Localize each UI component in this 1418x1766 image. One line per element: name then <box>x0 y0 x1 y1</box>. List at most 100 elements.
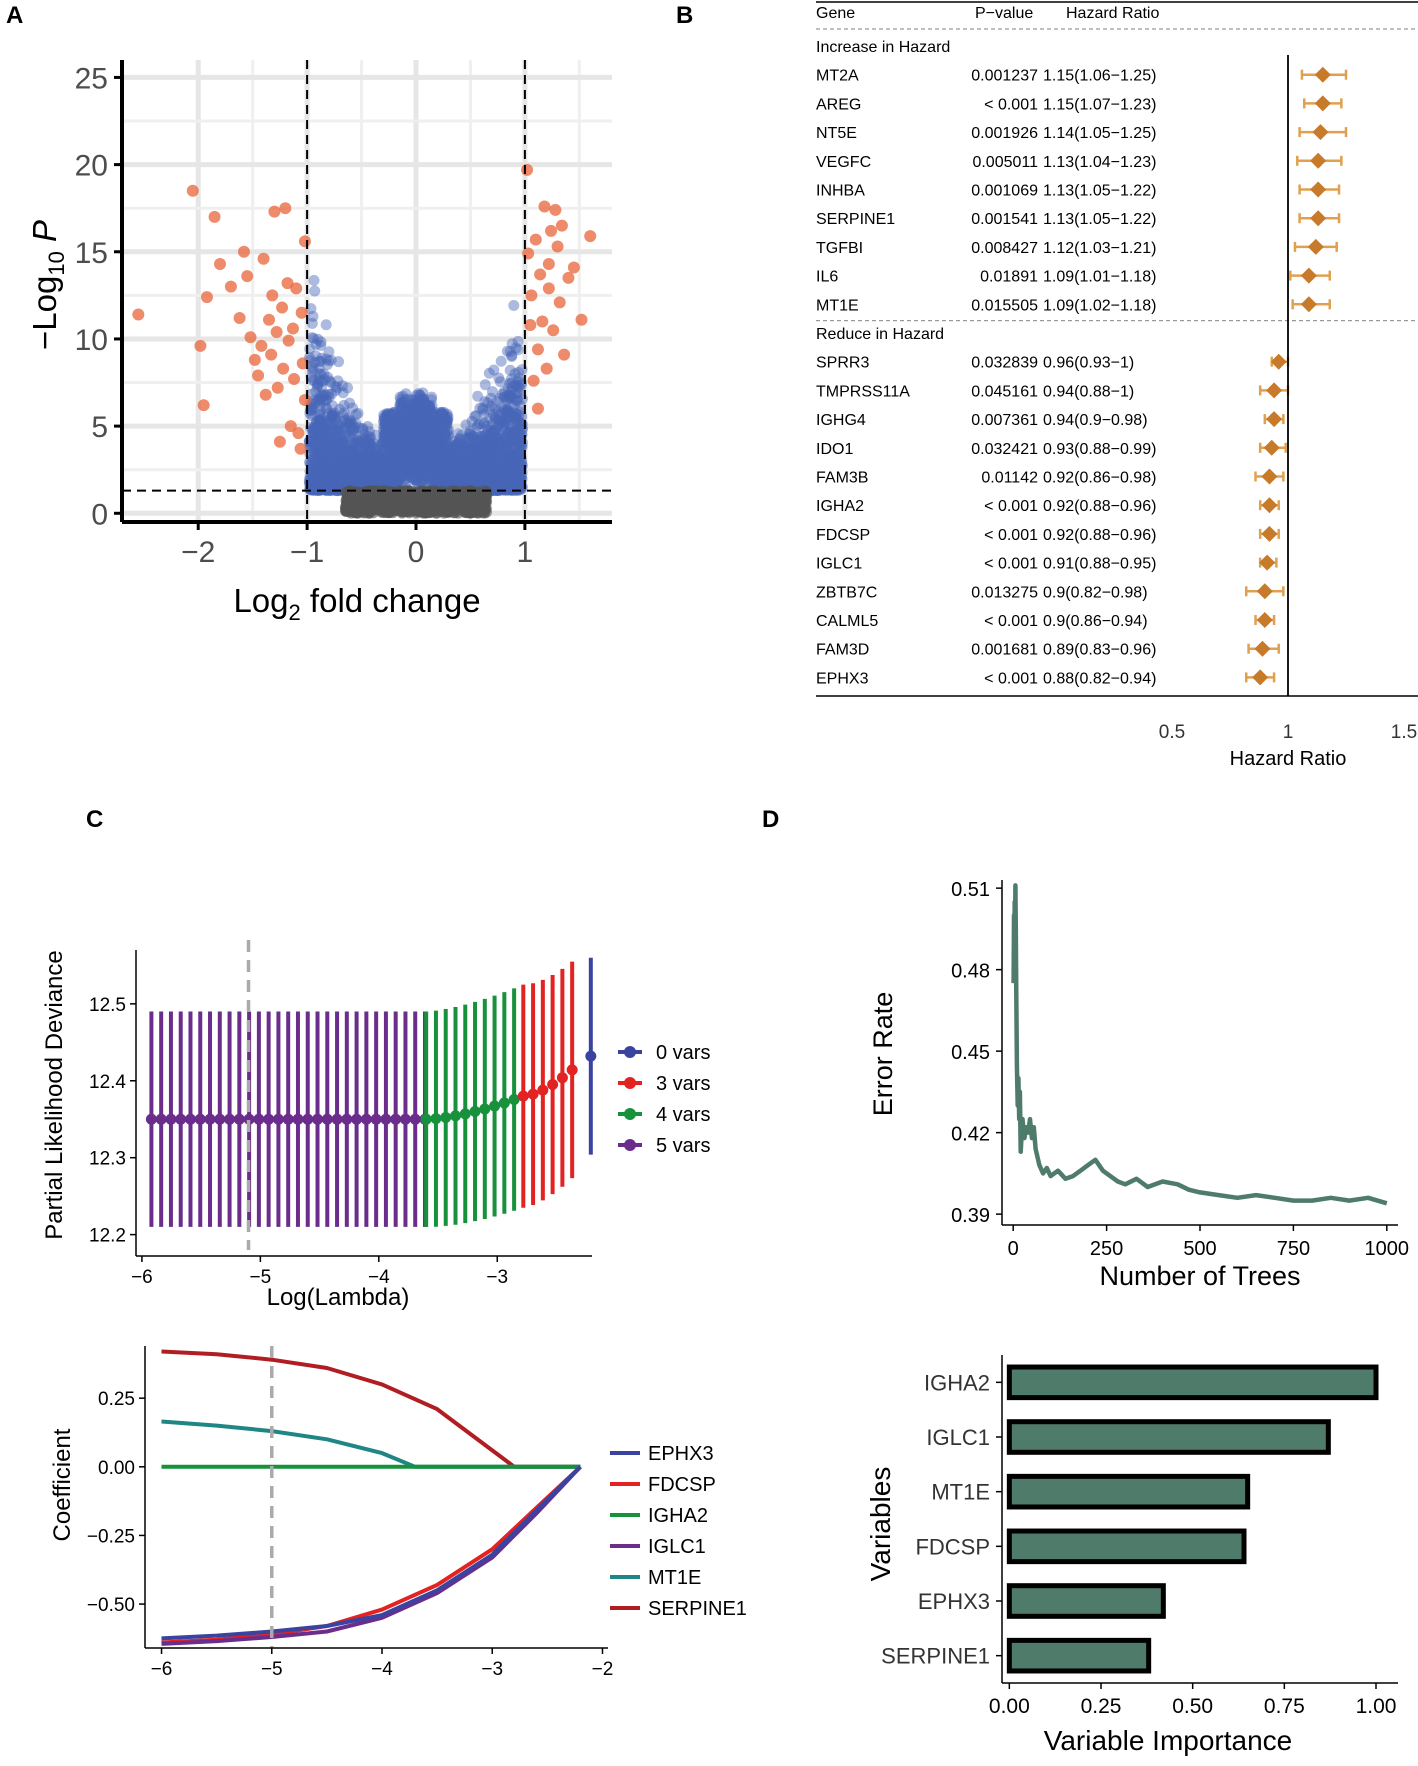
volcano-point-significant <box>265 348 278 361</box>
volcano-point-fc <box>434 438 446 450</box>
volcano-point-fc <box>478 408 490 420</box>
volcano-point-fc <box>339 474 351 486</box>
forest-gene: ZBTB7C <box>816 584 877 601</box>
volcano-point-fc <box>363 454 375 466</box>
volcano-point-fc <box>316 466 328 478</box>
volcano-point-fc <box>418 449 430 461</box>
lasso-cv-point <box>145 1113 157 1125</box>
volcano-point-fc <box>489 413 501 425</box>
volcano-point-fc <box>357 455 369 467</box>
volcano-point-fc <box>314 477 326 489</box>
volcano-point-significant <box>197 399 210 412</box>
volcano-point-fc <box>454 444 466 456</box>
volcano-point-fc <box>322 443 334 455</box>
volcano-point-fc <box>354 451 366 463</box>
volcano-point-fc <box>398 436 410 448</box>
volcano-point-fc <box>502 460 514 472</box>
volcano-point-significant <box>268 205 281 218</box>
volcano-point-fc <box>332 463 344 475</box>
volcano-point-fc <box>421 420 433 432</box>
volcano-point-significant <box>525 289 538 302</box>
volcano-point-fc <box>500 431 512 443</box>
volcano-point-fc <box>358 461 370 473</box>
volcano-point-ns <box>340 486 352 498</box>
volcano-point-fc <box>393 410 405 422</box>
volcano-point-fc <box>334 479 346 491</box>
volcano-point-fc <box>421 420 433 432</box>
volcano-point-fc <box>307 428 319 440</box>
volcano-point-fc <box>425 471 437 483</box>
volcano-point-fc <box>388 458 400 470</box>
volcano-point-fc <box>500 473 512 485</box>
volcano-point-fc <box>366 462 378 474</box>
volcano-point-fc <box>473 458 485 470</box>
volcano-point-fc <box>417 393 429 405</box>
volcano-point-fc <box>367 459 379 471</box>
volcano-point-significant <box>542 257 555 270</box>
forest-pvalue: < 0.001 <box>984 613 1038 630</box>
volcano-point-fc <box>374 443 386 455</box>
volcano-point-fc <box>352 467 364 479</box>
forest-hr-text: 0.91(0.88−0.95) <box>1043 556 1156 573</box>
volcano-point-fc <box>426 455 438 467</box>
volcano-point-fc <box>441 443 453 455</box>
volcano-point-fc <box>346 459 358 471</box>
lasso-cv-point <box>214 1113 226 1125</box>
volcano-point-fc <box>386 440 398 452</box>
volcano-point-significant <box>294 442 307 455</box>
volcano-point-fc <box>490 469 502 481</box>
volcano-point-fc <box>467 431 479 443</box>
forest-hr-text: 0.92(0.86−0.98) <box>1043 470 1156 487</box>
volcano-point-fc <box>505 478 517 490</box>
volcano-point-fc <box>501 472 513 484</box>
panel-label-c: C <box>86 806 104 833</box>
volcano-point-fc <box>367 472 379 484</box>
volcano-point-fc <box>335 455 347 467</box>
volcano-point-fc <box>407 465 419 477</box>
forest-gene: SPRR3 <box>816 355 869 372</box>
volcano-point-fc <box>339 464 351 476</box>
volcano-point-fc <box>437 442 449 454</box>
volcano-point-fc <box>395 416 407 428</box>
volcano-point-fc <box>486 470 498 482</box>
volcano-point-fc <box>309 357 321 369</box>
volcano-point-fc <box>419 433 431 445</box>
volcano-point-fc <box>358 440 370 452</box>
lasso-cv-plot: −6 −5 −4 −312.212.312.412.5Log(Lambda)Parti… <box>41 940 710 1311</box>
volcano-point-fc <box>488 469 500 481</box>
volcano-point-fc <box>500 459 512 471</box>
volcano-point-fc <box>491 454 503 466</box>
forest-hr-text: 1.12(1.03−1.21) <box>1043 240 1156 257</box>
volcano-point-fc <box>319 448 331 460</box>
volcano-point-fc <box>457 475 469 487</box>
volcano-x-label: Log2 fold change <box>233 582 480 625</box>
volcano-point-fc <box>500 437 512 449</box>
volcano-point-fc <box>327 435 339 447</box>
volcano-point-fc <box>497 432 509 444</box>
volcano-point-fc <box>427 467 439 479</box>
volcano-point-fc <box>507 452 519 464</box>
volcano-point-fc <box>440 459 452 471</box>
volcano-point-fc <box>419 441 431 453</box>
volcano-point-fc <box>495 355 507 367</box>
volcano-point-fc <box>494 475 506 487</box>
volcano-point-fc <box>502 406 514 418</box>
volcano-point-fc <box>407 423 419 435</box>
volcano-point-fc <box>483 403 495 415</box>
volcano-point-fc <box>418 394 430 406</box>
forest-point <box>1310 181 1327 198</box>
volcano-point-fc <box>337 453 349 465</box>
volcano-point-fc <box>373 475 385 487</box>
volcano-point-fc <box>332 375 344 387</box>
volcano-point-fc <box>513 481 525 493</box>
volcano-y-tick-label: 25 <box>75 62 108 95</box>
volcano-point-fc <box>470 446 482 458</box>
volcano-point-fc <box>468 445 480 457</box>
volcano-point-fc <box>473 467 485 479</box>
volcano-point-fc <box>425 404 437 416</box>
volcano-point-significant <box>132 308 145 321</box>
volcano-point-fc <box>353 457 365 469</box>
volcano-point-fc <box>396 422 408 434</box>
volcano-point-fc <box>484 463 496 475</box>
volcano-point-fc <box>337 457 349 469</box>
